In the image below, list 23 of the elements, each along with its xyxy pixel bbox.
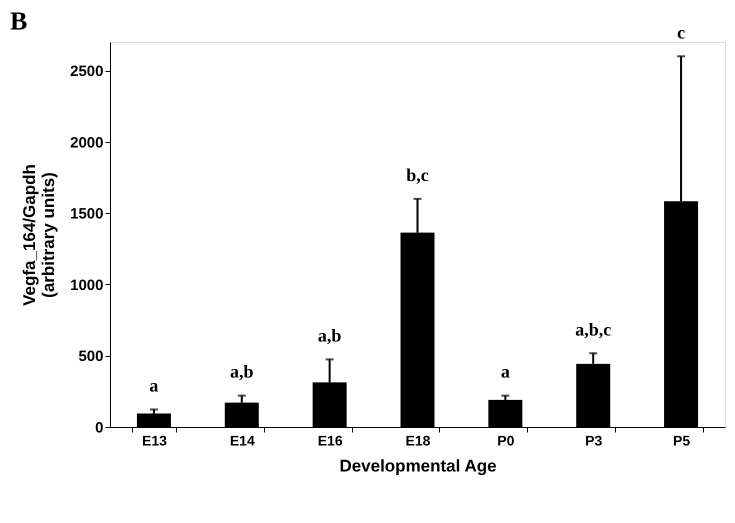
annotation: c bbox=[677, 22, 686, 42]
y-tick-label: 2500 bbox=[70, 63, 104, 80]
y-tick-label: 1500 bbox=[70, 206, 104, 223]
annotation: a,b bbox=[230, 362, 254, 382]
x-tick-label: P5 bbox=[673, 432, 690, 448]
x-tick-label: E14 bbox=[230, 432, 255, 448]
annotation: a bbox=[500, 362, 510, 382]
annotation: a,b,c bbox=[575, 319, 612, 340]
y-tick-label: 1000 bbox=[70, 276, 104, 294]
chart-title: B bbox=[10, 6, 28, 36]
annotation: a,b bbox=[318, 325, 342, 346]
annotation: a bbox=[149, 375, 158, 396]
y-axis-title: Vegfa_164/Gapdh (arbitrary units) bbox=[20, 164, 58, 306]
y-tick-label: 2000 bbox=[70, 134, 104, 152]
x-tick-label: E13 bbox=[142, 432, 168, 448]
x-tick-label: P3 bbox=[585, 432, 602, 448]
x-tick-label: E18 bbox=[406, 432, 431, 448]
y-tick-label: 0 bbox=[95, 420, 104, 436]
y-tick-label: 500 bbox=[78, 348, 104, 366]
x-axis-title: Developmental Age bbox=[339, 456, 497, 476]
x-tick-label: P0 bbox=[497, 432, 515, 448]
x-tick-label: E16 bbox=[318, 432, 343, 448]
annotation: b,c bbox=[406, 164, 429, 185]
